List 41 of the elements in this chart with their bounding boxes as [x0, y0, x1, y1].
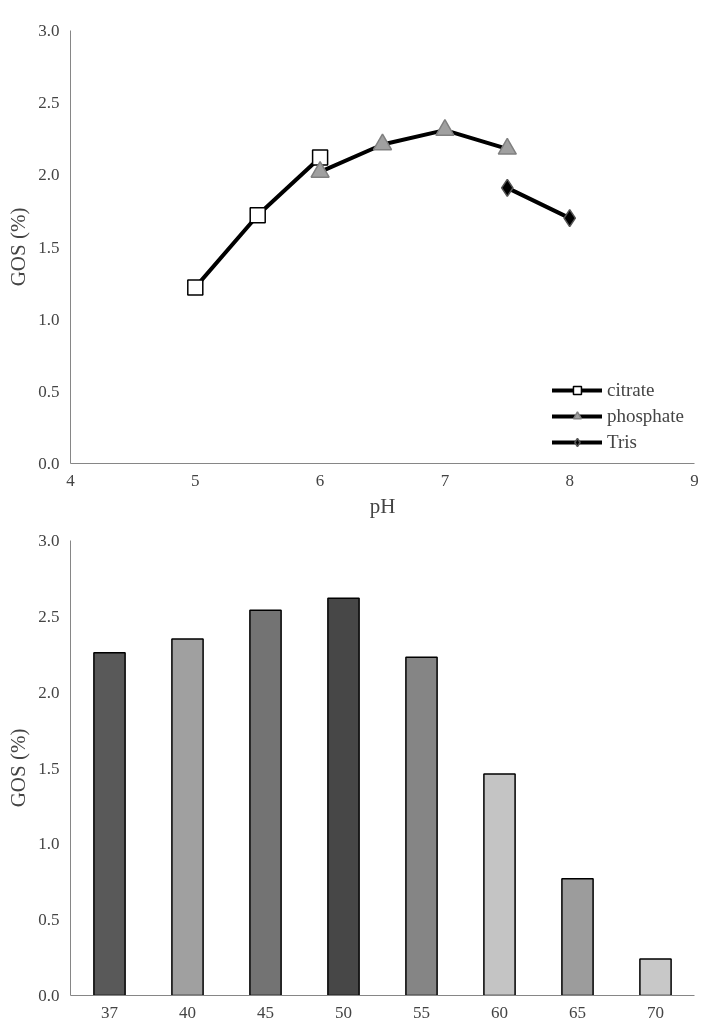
y-tick-label: 3.0 [38, 531, 60, 550]
x-tick-label: 50 [335, 1002, 352, 1022]
x-tick-label: 55 [413, 1002, 430, 1022]
x-tick-label: 9 [690, 470, 699, 490]
bar [639, 958, 672, 996]
y-tick-label: 2.5 [38, 93, 60, 113]
y-tick-label: 1.5 [38, 237, 60, 257]
x-tick-label: 37 [101, 1002, 119, 1022]
y-axis-title: GOS (%) [6, 207, 31, 287]
bar [249, 609, 282, 996]
legend-label: Tris [606, 431, 637, 453]
x-tick-label: 5 [191, 470, 200, 490]
x-tick-label: 60 [491, 1002, 508, 1022]
bar [483, 773, 516, 996]
y-tick-label: 0.5 [38, 910, 60, 930]
y-axis-title: GOS (%) [6, 728, 31, 808]
y-tick-label: 0.0 [38, 454, 60, 473]
y-tick-label: 2.5 [38, 606, 60, 626]
bar [93, 651, 126, 996]
y-tick-label: 1.0 [38, 834, 60, 854]
x-tick-label: 45 [257, 1002, 274, 1022]
y-tick-label: 2.0 [38, 682, 60, 702]
x-tick-label: 7 [440, 470, 450, 490]
bar [561, 877, 594, 996]
y-tick-label: 0.0 [38, 986, 60, 1005]
x-tick-label: 65 [569, 1002, 586, 1022]
bar [171, 638, 204, 996]
x-axis-title: pH [369, 493, 396, 518]
y-tick-label: 0.5 [38, 381, 60, 401]
y-tick-label: 1.0 [38, 309, 60, 329]
y-tick-label: 3.0 [38, 21, 60, 40]
x-tick-label: 40 [179, 1002, 196, 1022]
x-tick-label: 4 [66, 470, 76, 490]
legend-label: phosphate [606, 405, 684, 427]
y-tick-label: 2.0 [38, 165, 60, 185]
x-tick-label: 70 [647, 1002, 664, 1022]
x-tick-label: 6 [315, 470, 325, 490]
bar [327, 597, 360, 996]
legend-label: citrate [606, 379, 655, 401]
x-tick-label: 8 [565, 470, 574, 490]
y-tick-label: 1.5 [38, 758, 60, 778]
